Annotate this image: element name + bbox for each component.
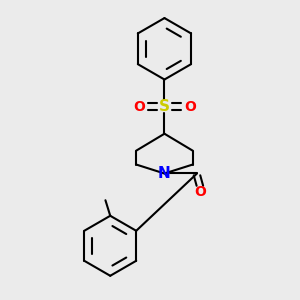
Text: N: N [158, 166, 171, 181]
Text: O: O [194, 185, 206, 199]
Text: O: O [133, 100, 145, 114]
Text: S: S [159, 99, 170, 114]
Text: O: O [184, 100, 196, 114]
